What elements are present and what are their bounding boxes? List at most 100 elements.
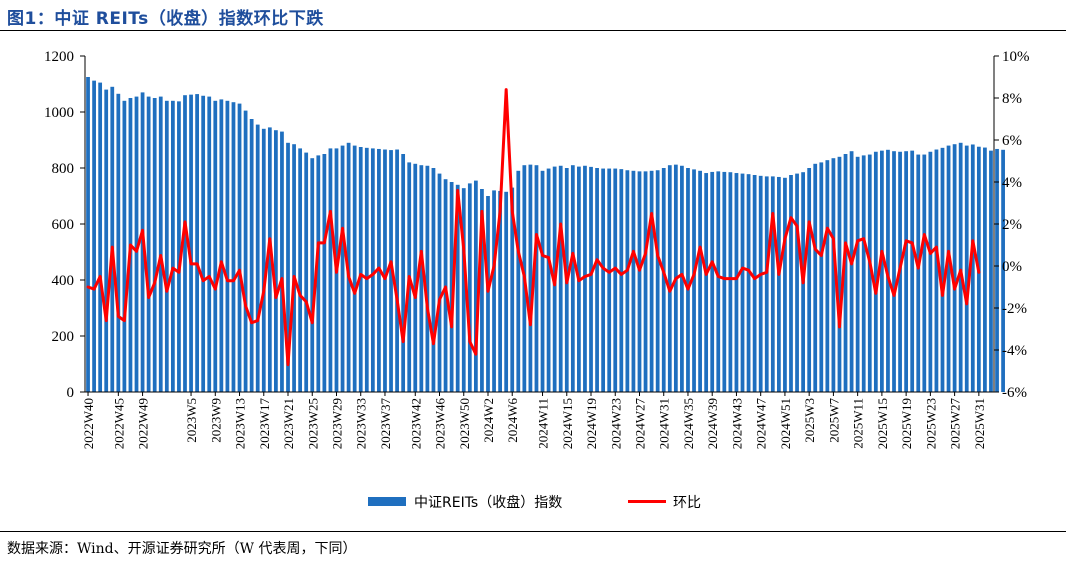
x-tick-label: 2023W25	[305, 398, 320, 449]
bar-2023W50	[461, 188, 466, 392]
chart: 0 200 400 600 800 1000 1200 -6% -4% -2% 0% 2% 4% 6% 8…	[44, 49, 1030, 511]
bar-2025W9	[843, 154, 848, 392]
bar-2024W4	[498, 190, 502, 392]
left-tick-label: 800	[52, 161, 75, 177]
bar-2024W19	[589, 166, 593, 392]
x-tick-label: 2023W33	[354, 398, 369, 449]
bar-2024W37	[698, 170, 702, 392]
bar-2022W50	[146, 96, 151, 392]
line-series	[86, 88, 981, 367]
left-tick-label: 0	[67, 385, 75, 401]
bar-2024W18	[583, 165, 587, 392]
bar-2023W6	[195, 94, 199, 392]
x-tick-label: 2024W23	[608, 398, 623, 449]
right-tick-label: 2%	[1002, 217, 1022, 233]
bar-2024W40	[716, 171, 721, 392]
bar-2023W26	[316, 155, 321, 392]
bar-2024W5	[504, 191, 509, 392]
bar-2023W33	[358, 147, 363, 392]
source-rule	[0, 531, 1066, 532]
bar-2023W43	[419, 165, 424, 392]
bar-2024W20	[595, 168, 599, 392]
bar-2024W50	[776, 176, 781, 392]
bar-2025W23	[928, 151, 933, 392]
bar-2025W5	[819, 162, 824, 392]
bar-2023W8	[207, 96, 212, 392]
bar-2024W16	[570, 165, 575, 392]
bar-2025W32	[983, 147, 987, 392]
bar-2024W44	[740, 173, 745, 392]
right-tick-label: 0%	[1002, 259, 1022, 275]
bar-2024W46	[752, 175, 757, 392]
bar-2024W30	[655, 170, 660, 392]
bar-2023W15	[249, 119, 254, 392]
bar-2023W7	[201, 95, 206, 392]
bar-2024W10	[534, 165, 539, 392]
x-tick-label: 2024W35	[681, 398, 696, 449]
left-tick-label: 400	[52, 273, 75, 289]
bar-undefined	[1001, 149, 1005, 392]
bar-2023W14	[243, 110, 248, 392]
bar-2023W20	[280, 131, 284, 392]
bar-2022W52	[158, 96, 163, 392]
bar-2024W3	[492, 190, 496, 392]
bar-2024W23	[613, 168, 618, 392]
x-tick-label: 2025W7	[826, 398, 841, 443]
bar-2024W1	[480, 189, 484, 392]
left-tick-label: 200	[52, 329, 75, 345]
bar-2023W21	[286, 142, 290, 392]
bar-2025W33	[989, 150, 993, 392]
bar-2025W21	[916, 154, 921, 392]
bar-2025W12	[861, 155, 866, 392]
bar-2024W35	[686, 168, 690, 392]
bar-2024W41	[722, 171, 727, 392]
bar-2023W17	[261, 128, 266, 393]
bar-2023W35	[370, 148, 375, 392]
bar-2023W42	[413, 163, 418, 392]
title-rule	[0, 30, 1066, 31]
legend: 中证REITs（收盘）指数 环比	[368, 494, 701, 511]
bar-2025W4	[813, 163, 818, 392]
x-tick-label: 2023W46	[433, 398, 448, 450]
bar-2023W52	[473, 180, 478, 392]
bar-2025W6	[825, 160, 830, 392]
source-note: 数据来源：Wind、开源证券研究所（W 代表周，下同）	[7, 541, 357, 557]
bar-2023W5	[189, 94, 193, 392]
bar-2024W51	[783, 177, 787, 392]
bar-2023W22	[292, 144, 296, 392]
bar-2025W22	[922, 154, 927, 392]
x-tick-label: 2025W11	[851, 398, 866, 449]
bar-2024W22	[607, 168, 612, 392]
line-wow-change	[86, 88, 981, 367]
bar-2023W18	[267, 127, 272, 393]
bar-series	[86, 77, 1005, 393]
right-tick-label: -2%	[1002, 301, 1027, 317]
bar-2023W4	[183, 95, 187, 392]
bar-2025W28	[958, 142, 963, 392]
bar-2024W38	[704, 173, 709, 392]
bar-undefined	[995, 148, 999, 392]
x-tick-label: 2024W11	[536, 398, 551, 449]
bar-2024W52	[789, 175, 793, 392]
bar-2025W8	[837, 156, 842, 392]
legend-label-line: 环比	[673, 495, 701, 511]
x-tick-label: 2024W6	[505, 398, 520, 443]
bar-2022W45	[116, 93, 121, 393]
x-tick-label: 2024W19	[584, 398, 599, 449]
x-tick-label: 2025W27	[948, 398, 963, 450]
bar-2023W28	[328, 148, 333, 392]
bar-2023W19	[274, 130, 278, 392]
bar-2024W7	[516, 170, 521, 392]
bar-2023W24	[304, 152, 309, 392]
bar-2023W25	[310, 158, 315, 392]
left-y-axis-ticks: 0 200 400 600 800 1000 1200	[44, 49, 85, 401]
bar-2022W46	[122, 100, 127, 393]
bar-2023W1	[164, 100, 169, 393]
bar-2023W11	[225, 100, 230, 393]
bar-2022W43	[104, 89, 109, 392]
bar-2024W47	[758, 175, 763, 392]
bar-2025W13	[867, 154, 872, 392]
bar-2024W11	[540, 170, 545, 392]
bar-2025W3	[807, 168, 812, 392]
bar-2024W39	[710, 171, 715, 392]
